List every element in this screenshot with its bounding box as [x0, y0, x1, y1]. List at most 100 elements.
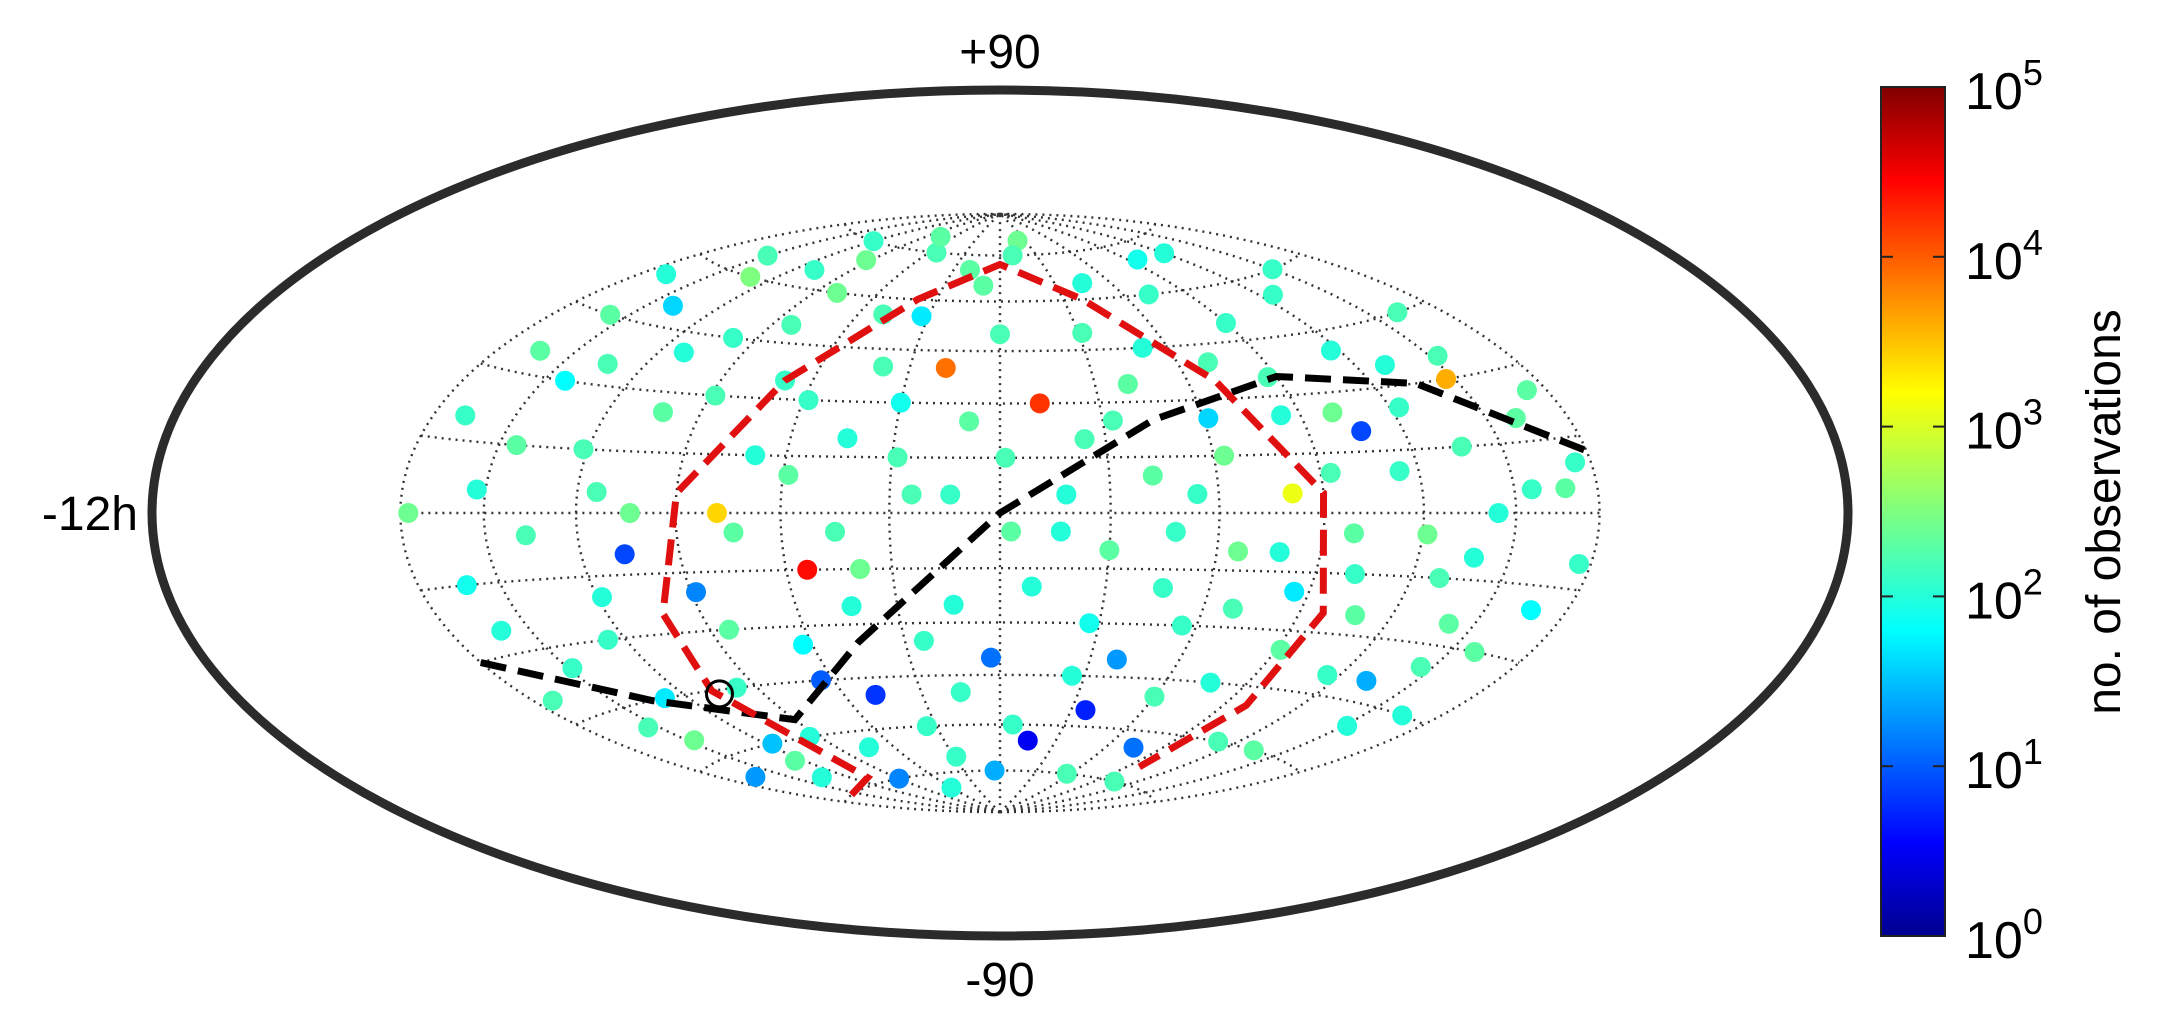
observation-point	[825, 521, 846, 542]
observation-point	[673, 342, 694, 363]
observation-point	[597, 353, 618, 374]
observation-point	[1387, 302, 1408, 323]
observation-point	[946, 746, 967, 767]
observation-point	[1152, 577, 1173, 598]
observation-point	[1228, 541, 1249, 562]
colorbar-tick-label: 104	[1965, 222, 2043, 291]
observation-point	[456, 575, 477, 596]
observation-point	[1061, 665, 1082, 686]
observation-point	[1102, 410, 1123, 431]
observation-point	[837, 428, 858, 449]
observation-point	[638, 717, 659, 738]
observation-point	[706, 503, 727, 523]
observation-point	[1243, 740, 1264, 761]
observation-point	[1056, 763, 1077, 784]
observation-point	[1429, 568, 1450, 589]
observation-point	[916, 716, 937, 737]
observation-point	[1138, 284, 1159, 305]
observation-point	[1072, 322, 1093, 343]
colorbar-tick-label: 101	[1965, 731, 2043, 800]
observation-point	[723, 522, 744, 543]
observation-point	[1337, 715, 1358, 736]
observation-point	[1127, 249, 1148, 270]
observation-point	[1208, 731, 1229, 752]
observation-point	[887, 447, 908, 468]
observation-point	[1132, 337, 1153, 358]
observation-point	[858, 737, 879, 758]
observation-point	[1521, 479, 1542, 500]
observation-point	[1017, 730, 1038, 751]
marked-point	[704, 679, 734, 709]
meridian-line	[399, 212, 1001, 814]
observation-point	[1392, 705, 1413, 726]
observation-point	[1438, 613, 1459, 634]
observation-point	[398, 503, 419, 523]
observation-point	[1451, 436, 1472, 457]
observation-point	[515, 525, 536, 546]
observation-point	[1002, 714, 1023, 735]
observation-point	[1351, 421, 1372, 442]
observation-point	[784, 750, 805, 771]
observation-point	[1555, 478, 1576, 499]
observation-point	[1427, 345, 1448, 366]
observation-point	[562, 658, 583, 679]
colorbar-tick-label: 105	[1965, 52, 2043, 121]
overlay-curves	[479, 260, 1588, 798]
observation-point	[1410, 656, 1431, 677]
observation-point	[1344, 564, 1365, 585]
observation-point	[1262, 259, 1283, 280]
observation-point	[873, 356, 894, 377]
observation-point	[798, 390, 819, 411]
observation-point	[652, 402, 673, 423]
observation-point	[793, 634, 814, 655]
ra-left-label: -12h	[42, 488, 138, 541]
meridian-line	[999, 212, 1221, 814]
observation-point	[614, 544, 635, 565]
observation-point	[586, 482, 607, 503]
colorbar-label: no. of observations	[2078, 309, 2131, 715]
meridian-line	[999, 212, 1326, 814]
observation-point	[1345, 605, 1366, 626]
observation-point	[1075, 700, 1096, 721]
observation-point	[1521, 600, 1542, 621]
black-dashed-curve	[479, 372, 1588, 724]
observation-point	[1317, 664, 1338, 685]
observation-point	[555, 370, 576, 391]
observation-point	[995, 447, 1016, 468]
observation-point	[959, 259, 980, 280]
observation-point	[841, 596, 862, 617]
observation-point	[950, 682, 971, 703]
observation-point	[941, 777, 962, 798]
observation-point	[1516, 380, 1537, 401]
observation-point	[863, 231, 884, 252]
observation-point	[592, 587, 613, 608]
observation-point	[811, 767, 832, 788]
observation-point	[1079, 613, 1100, 634]
observation-point	[865, 684, 886, 705]
parallel-line	[699, 253, 1301, 303]
observation-point	[911, 306, 932, 327]
meridian-line	[482, 212, 1001, 814]
observation-point	[1464, 641, 1485, 662]
meridian-line	[574, 212, 1001, 814]
observation-point	[804, 259, 825, 280]
observation-point	[850, 559, 871, 580]
observation-point	[1099, 540, 1120, 561]
observation-point	[778, 464, 799, 485]
observation-point	[686, 582, 707, 603]
observation-point	[1123, 737, 1144, 758]
observation-point	[542, 690, 563, 711]
observation-point	[1021, 576, 1042, 597]
observation-point	[1222, 598, 1243, 619]
red-dashed-curve	[659, 260, 1328, 798]
observation-point	[984, 760, 1005, 781]
observation-point	[662, 295, 683, 316]
sky-boundary	[147, 85, 1853, 941]
marked-point-layer	[704, 679, 734, 709]
dec-top-label: +90	[959, 26, 1040, 79]
observation-point	[959, 411, 980, 432]
colorbar-tick-label: 102	[1965, 561, 2043, 630]
observation-point	[1072, 273, 1093, 294]
meridian-line	[999, 212, 1518, 814]
